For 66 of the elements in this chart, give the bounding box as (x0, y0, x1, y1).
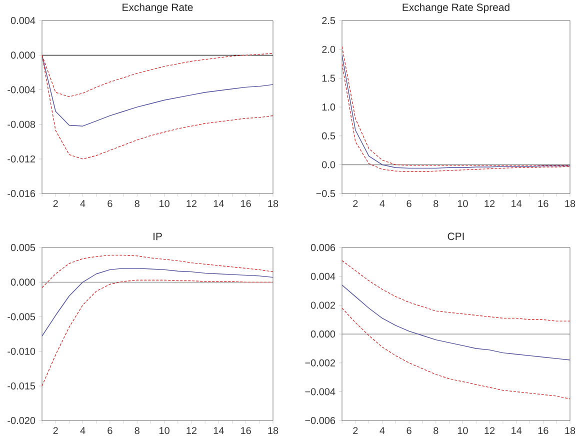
x-tick-label: 12 (186, 427, 197, 434)
x-tick-label: 16 (241, 200, 251, 208)
x-tick-label: 4 (80, 200, 86, 208)
x-tick-label: 4 (380, 200, 385, 208)
y-tick-label: −0.002 (305, 360, 335, 367)
chart-title: IP (154, 233, 162, 240)
y-tick-label: 0.005 (10, 244, 36, 252)
x-tick-label: 14 (214, 427, 224, 434)
y-tick-label: 0.004 (10, 17, 36, 24)
y-tick-label: 0.002 (310, 302, 335, 309)
y-tick-label: 0.004 (310, 273, 336, 280)
y-tick-label: -0.004 (8, 86, 36, 94)
x-tick-label: 16 (538, 200, 548, 208)
y-tick-label: -0.010 (8, 348, 36, 356)
x-tick-label: 12 (484, 427, 495, 434)
y-tick-label: 1.0 (322, 104, 336, 111)
y-tick-label: 0.5 (322, 132, 336, 140)
y-tick-label: 1.5 (322, 74, 336, 82)
y-tick-label: 0.000 (310, 330, 336, 338)
x-tick-label: 10 (160, 427, 170, 434)
x-tick-label: 10 (458, 200, 468, 208)
x-tick-label: 18 (565, 427, 576, 434)
y-tick-label: 0.000 (10, 278, 36, 286)
x-tick-label: 16 (241, 427, 251, 434)
x-tick-label: 14 (512, 200, 522, 208)
x-tick-label: 8 (134, 427, 140, 434)
x-tick-label: 10 (160, 200, 170, 208)
y-tick-label: −0.5 (316, 190, 336, 198)
x-tick-label: 16 (538, 427, 548, 434)
x-tick-label: 12 (484, 200, 495, 208)
x-tick-label: 8 (434, 427, 438, 434)
x-tick-label: 6 (406, 427, 412, 434)
chart-title: Exchange Rate Spread (402, 4, 510, 14)
x-tick-label: 4 (80, 427, 86, 434)
x-tick-label: 12 (186, 200, 197, 208)
x-tick-label: 2 (53, 427, 58, 434)
y-tick-label: 0.006 (310, 244, 336, 252)
y-tick-label: 2.0 (322, 46, 336, 54)
y-tick-label: 0.000 (10, 52, 36, 59)
chart-title: Exchange Rate (122, 4, 193, 14)
y-tick-label: 0.0 (322, 161, 336, 168)
x-tick-label: 4 (380, 427, 385, 434)
x-tick-label: 18 (268, 200, 278, 208)
x-tick-label: 10 (458, 427, 468, 434)
x-tick-label: 6 (108, 200, 112, 208)
y-tick-label: -0.012 (8, 156, 35, 163)
y-tick-label: -0.016 (8, 190, 36, 198)
y-tick-label: -0.015 (8, 382, 36, 390)
y-tick-label: -0.008 (8, 121, 36, 128)
x-tick-label: 14 (512, 427, 522, 434)
x-tick-label: 6 (108, 427, 112, 434)
x-tick-label: 2 (353, 200, 358, 208)
y-tick-label: −0.006 (305, 417, 336, 424)
x-tick-label: 6 (406, 200, 412, 208)
x-tick-label: 18 (565, 200, 576, 208)
y-tick-label: -0.020 (8, 417, 36, 424)
x-tick-label: 2 (53, 200, 58, 208)
x-tick-label: 14 (214, 200, 224, 208)
y-tick-label: 2.5 (322, 17, 336, 24)
x-tick-label: 2 (353, 427, 358, 434)
x-tick-label: 8 (434, 200, 438, 208)
x-tick-label: 18 (268, 427, 278, 434)
chart-title: CPI (448, 232, 464, 240)
y-tick-label: −0.004 (305, 388, 336, 396)
y-tick-label: -0.005 (8, 313, 36, 321)
x-tick-label: 8 (134, 200, 140, 208)
